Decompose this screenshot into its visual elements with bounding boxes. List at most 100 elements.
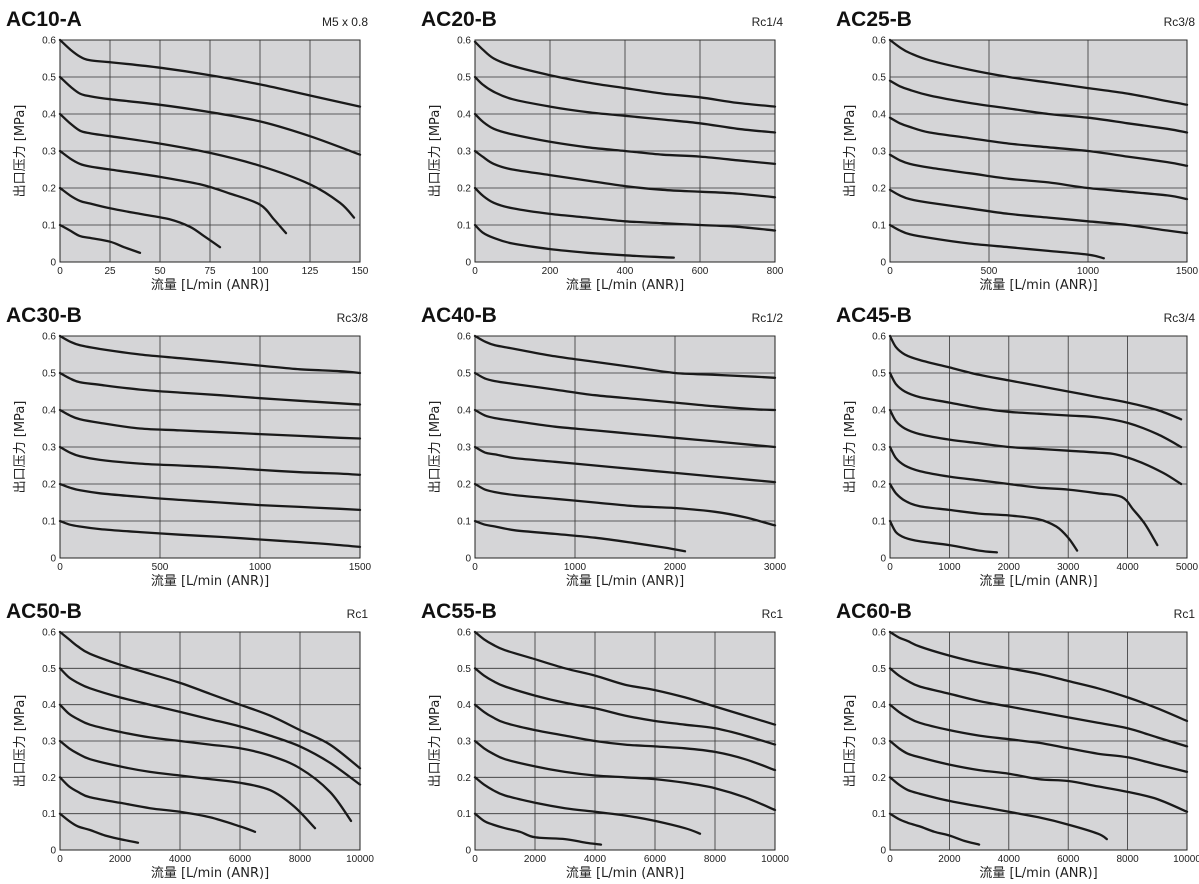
y-tick-label: 0.1 (872, 809, 886, 820)
x-axis-label: 流量 [L/min (ANR)] (151, 574, 269, 589)
pressure-curve-3 (473, 112, 777, 166)
pressure-curve-6 (888, 223, 1105, 260)
y-tick-label: 0 (465, 258, 471, 269)
pressure-curve-1 (888, 630, 1189, 723)
y-tick-label: 0.4 (42, 110, 56, 121)
y-tick-label: 0.5 (42, 73, 56, 84)
port-size-label: M5 x 0.8 (322, 15, 368, 29)
y-tick-label: 0.3 (457, 443, 471, 454)
y-tick-label: 0.2 (872, 480, 886, 491)
x-tick-label: 2000 (998, 562, 1021, 573)
pressure-curve-3 (473, 408, 777, 449)
pressure-curve-6 (473, 519, 687, 553)
x-tick-label: 1000 (1077, 266, 1100, 277)
x-tick-label: 3000 (764, 562, 787, 573)
pressure-curve-3 (58, 408, 362, 440)
y-tick-label: 0.6 (42, 36, 56, 47)
x-tick-label: 100 (252, 266, 269, 277)
chart-panel-ac50b: AC50-B Rc1 0 2000 4000 6000 8000 10000 0 0.1 0.2 0.… (0, 592, 374, 884)
y-tick-label: 0.3 (457, 737, 471, 748)
y-tick-label: 0.4 (457, 406, 471, 417)
y-tick-label: 0.2 (457, 773, 471, 784)
x-tick-label: 2000 (664, 562, 687, 573)
x-axis-label: 流量 [L/min (ANR)] (151, 866, 269, 881)
y-tick-label: 0.1 (42, 809, 56, 820)
y-tick-label: 0 (50, 554, 56, 565)
pressure-curve-2 (473, 371, 777, 412)
x-tick-label: 0 (887, 266, 893, 277)
port-size-label: Rc3/8 (337, 311, 369, 325)
y-axis-label: 出口压力 [MPa] (843, 401, 858, 494)
x-axis-label: 流量 [L/min (ANR)] (979, 574, 1097, 589)
x-tick-label: 8000 (704, 854, 727, 865)
y-tick-label: 0.6 (42, 628, 56, 639)
x-tick-label: 0 (887, 854, 893, 865)
y-tick-label: 0.6 (457, 36, 471, 47)
chart-title: AC45-B (836, 304, 912, 327)
chart-ac60b: AC60-B Rc1 0 2000 4000 6000 8000 10000 0 0.1 0.2 0.… (836, 600, 1199, 881)
x-tick-label: 50 (154, 266, 166, 277)
pressure-curve-3 (473, 703, 777, 772)
chart-title: AC20-B (421, 8, 497, 31)
chart-title: AC10-A (6, 8, 82, 31)
y-tick-label: 0 (880, 258, 886, 269)
chart-title: AC30-B (6, 304, 82, 327)
y-tick-label: 0.3 (457, 147, 471, 158)
y-tick-label: 0 (880, 554, 886, 565)
x-tick-label: 500 (152, 562, 169, 573)
x-tick-label: 150 (352, 266, 369, 277)
x-tick-label: 6000 (229, 854, 252, 865)
y-tick-label: 0.3 (42, 443, 56, 454)
port-size-label: Rc1/2 (752, 311, 784, 325)
x-tick-label: 1000 (249, 562, 272, 573)
x-tick-label: 0 (57, 854, 63, 865)
pressure-curve-1 (888, 38, 1189, 106)
chart-ac45b: AC45-B Rc3/4 0 1000 2000 3000 4000 5000 0 0.1 0.2 0… (836, 304, 1199, 589)
port-size-label: Rc1 (762, 607, 784, 621)
x-tick-label: 25 (104, 266, 116, 277)
y-tick-label: 0.1 (872, 221, 886, 232)
y-tick-label: 0.6 (457, 628, 471, 639)
y-tick-label: 0.4 (42, 700, 56, 711)
chart-ac25b: AC25-B Rc3/8 0 500 1000 1500 0 0.1 0.2 0.3 0.4 0.5 0… (836, 8, 1199, 293)
x-tick-label: 8000 (1116, 854, 1139, 865)
pressure-curve-4 (473, 739, 777, 812)
y-tick-label: 0.1 (42, 221, 56, 232)
x-tick-label: 10000 (761, 854, 789, 865)
x-tick-label: 0 (472, 266, 478, 277)
y-tick-label: 0.5 (872, 664, 886, 675)
x-tick-label: 500 (981, 266, 998, 277)
y-tick-label: 0.5 (872, 73, 886, 84)
y-tick-label: 0 (50, 846, 56, 857)
pressure-curve-5 (58, 186, 222, 249)
x-tick-label: 4000 (584, 854, 607, 865)
chart-title: AC55-B (421, 600, 497, 623)
pressure-curve-3 (58, 703, 353, 823)
y-tick-label: 0.1 (457, 517, 471, 528)
x-tick-label: 10000 (346, 854, 374, 865)
pressure-curve-3 (888, 703, 1189, 774)
pressure-curve-2 (58, 371, 362, 406)
y-tick-label: 0.3 (872, 443, 886, 454)
y-tick-label: 0.6 (872, 628, 886, 639)
pressure-curve-2 (58, 75, 362, 156)
y-axis-label: 出口压力 [MPa] (843, 695, 858, 788)
pressure-curve-1 (473, 40, 777, 108)
y-tick-label: 0 (465, 554, 471, 565)
y-tick-label: 0 (880, 846, 886, 857)
pressure-curve-3 (888, 408, 1183, 486)
y-tick-label: 0.5 (457, 369, 471, 380)
y-axis-label: 出口压力 [MPa] (843, 105, 858, 198)
x-axis-label: 流量 [L/min (ANR)] (979, 278, 1097, 293)
pressure-curve-6 (58, 223, 142, 254)
y-tick-label: 0.2 (42, 184, 56, 195)
x-tick-label: 3000 (1057, 562, 1080, 573)
x-tick-label: 0 (57, 266, 63, 277)
chart-panel-ac55b: AC55-B Rc1 0 2000 4000 6000 8000 10000 0 0.1 0.2 0.… (415, 592, 789, 884)
pressure-curve-4 (58, 445, 362, 476)
chart-ac40b: AC40-B Rc1/2 0 1000 2000 3000 0 0.1 0.2 0.3 0.4 0.5… (421, 304, 787, 589)
chart-title: AC50-B (6, 600, 82, 623)
pressure-curve-1 (58, 334, 362, 375)
pressure-curve-6 (473, 812, 603, 846)
chart-panel-ac25b: AC25-B Rc3/8 0 500 1000 1500 0 0.1 0.2 0.3 0.4 0.5 0… (830, 0, 1199, 296)
